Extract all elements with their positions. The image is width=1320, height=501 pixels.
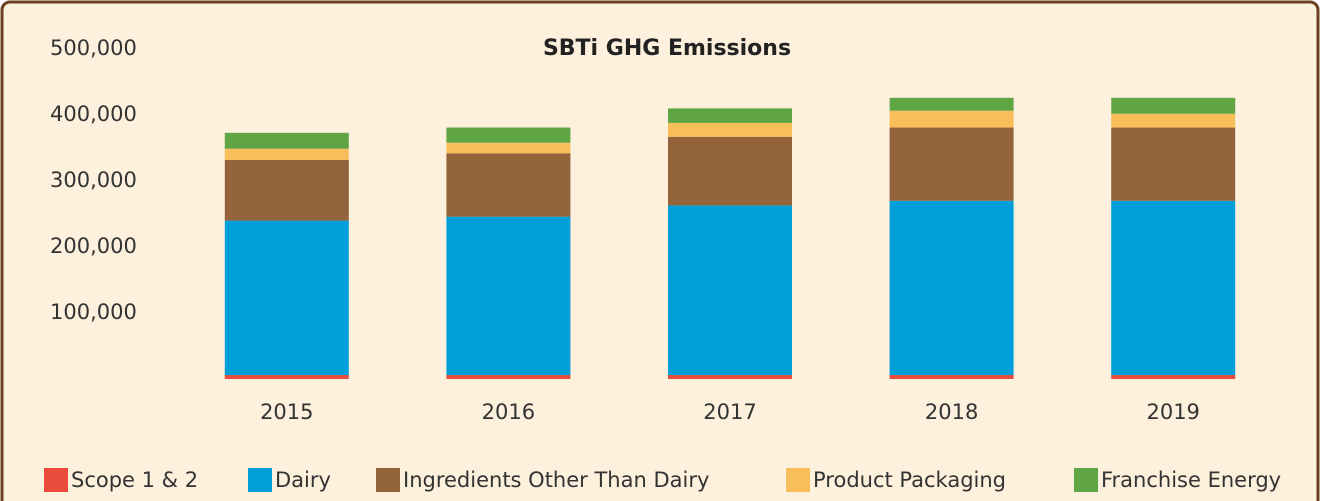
bar-segment bbox=[889, 110, 1014, 128]
bar-segment bbox=[446, 216, 571, 376]
legend-swatch bbox=[44, 468, 68, 492]
x-tick-label: 2015 bbox=[260, 400, 313, 424]
bar-segment bbox=[446, 375, 571, 379]
bar-segment bbox=[668, 108, 792, 123]
bar-segment bbox=[889, 375, 1014, 379]
bar-segment bbox=[224, 132, 349, 149]
legend-swatch bbox=[248, 468, 272, 492]
legend-swatch bbox=[786, 468, 810, 492]
legend-swatch bbox=[1074, 468, 1098, 492]
x-tick-label: 2017 bbox=[703, 400, 756, 424]
bar-segment bbox=[1111, 127, 1236, 201]
bar-segment bbox=[446, 153, 571, 217]
bar-segment bbox=[1111, 375, 1236, 379]
y-tick-label: 400,000 bbox=[50, 102, 137, 126]
bar-segment bbox=[446, 127, 571, 143]
bar-segment bbox=[1111, 113, 1236, 128]
x-tick-label: 2016 bbox=[482, 400, 535, 424]
legend-label: Dairy bbox=[275, 468, 331, 492]
bar-segment bbox=[668, 205, 792, 376]
bar-segment bbox=[1111, 97, 1236, 114]
legend-label: Ingredients Other Than Dairy bbox=[403, 468, 709, 492]
chart-title: SBTi GHG Emissions bbox=[543, 36, 791, 61]
bar-segment bbox=[668, 375, 792, 379]
bar-segment bbox=[889, 97, 1014, 111]
bar-segment bbox=[889, 200, 1014, 376]
bar-segment bbox=[224, 220, 349, 376]
legend-label: Product Packaging bbox=[813, 468, 1006, 492]
y-tick-label: 300,000 bbox=[50, 168, 137, 192]
bar-segment bbox=[1111, 200, 1236, 376]
bar-segment bbox=[668, 136, 792, 206]
bar-segment bbox=[224, 148, 349, 160]
y-tick-label: 500,000 bbox=[50, 36, 137, 60]
bar-segment bbox=[446, 142, 571, 154]
legend-label: Franchise Energy bbox=[1101, 468, 1281, 492]
legend-label: Scope 1 & 2 bbox=[71, 468, 198, 492]
y-tick-label: 200,000 bbox=[50, 234, 137, 258]
legend-swatch bbox=[376, 468, 400, 492]
bar-segment bbox=[224, 375, 349, 379]
x-tick-label: 2018 bbox=[925, 400, 978, 424]
bar-segment bbox=[668, 122, 792, 137]
x-tick-label: 2019 bbox=[1146, 400, 1199, 424]
y-tick-label: 100,000 bbox=[50, 300, 137, 324]
bar-segment bbox=[224, 159, 349, 221]
bar-segment bbox=[889, 127, 1014, 201]
